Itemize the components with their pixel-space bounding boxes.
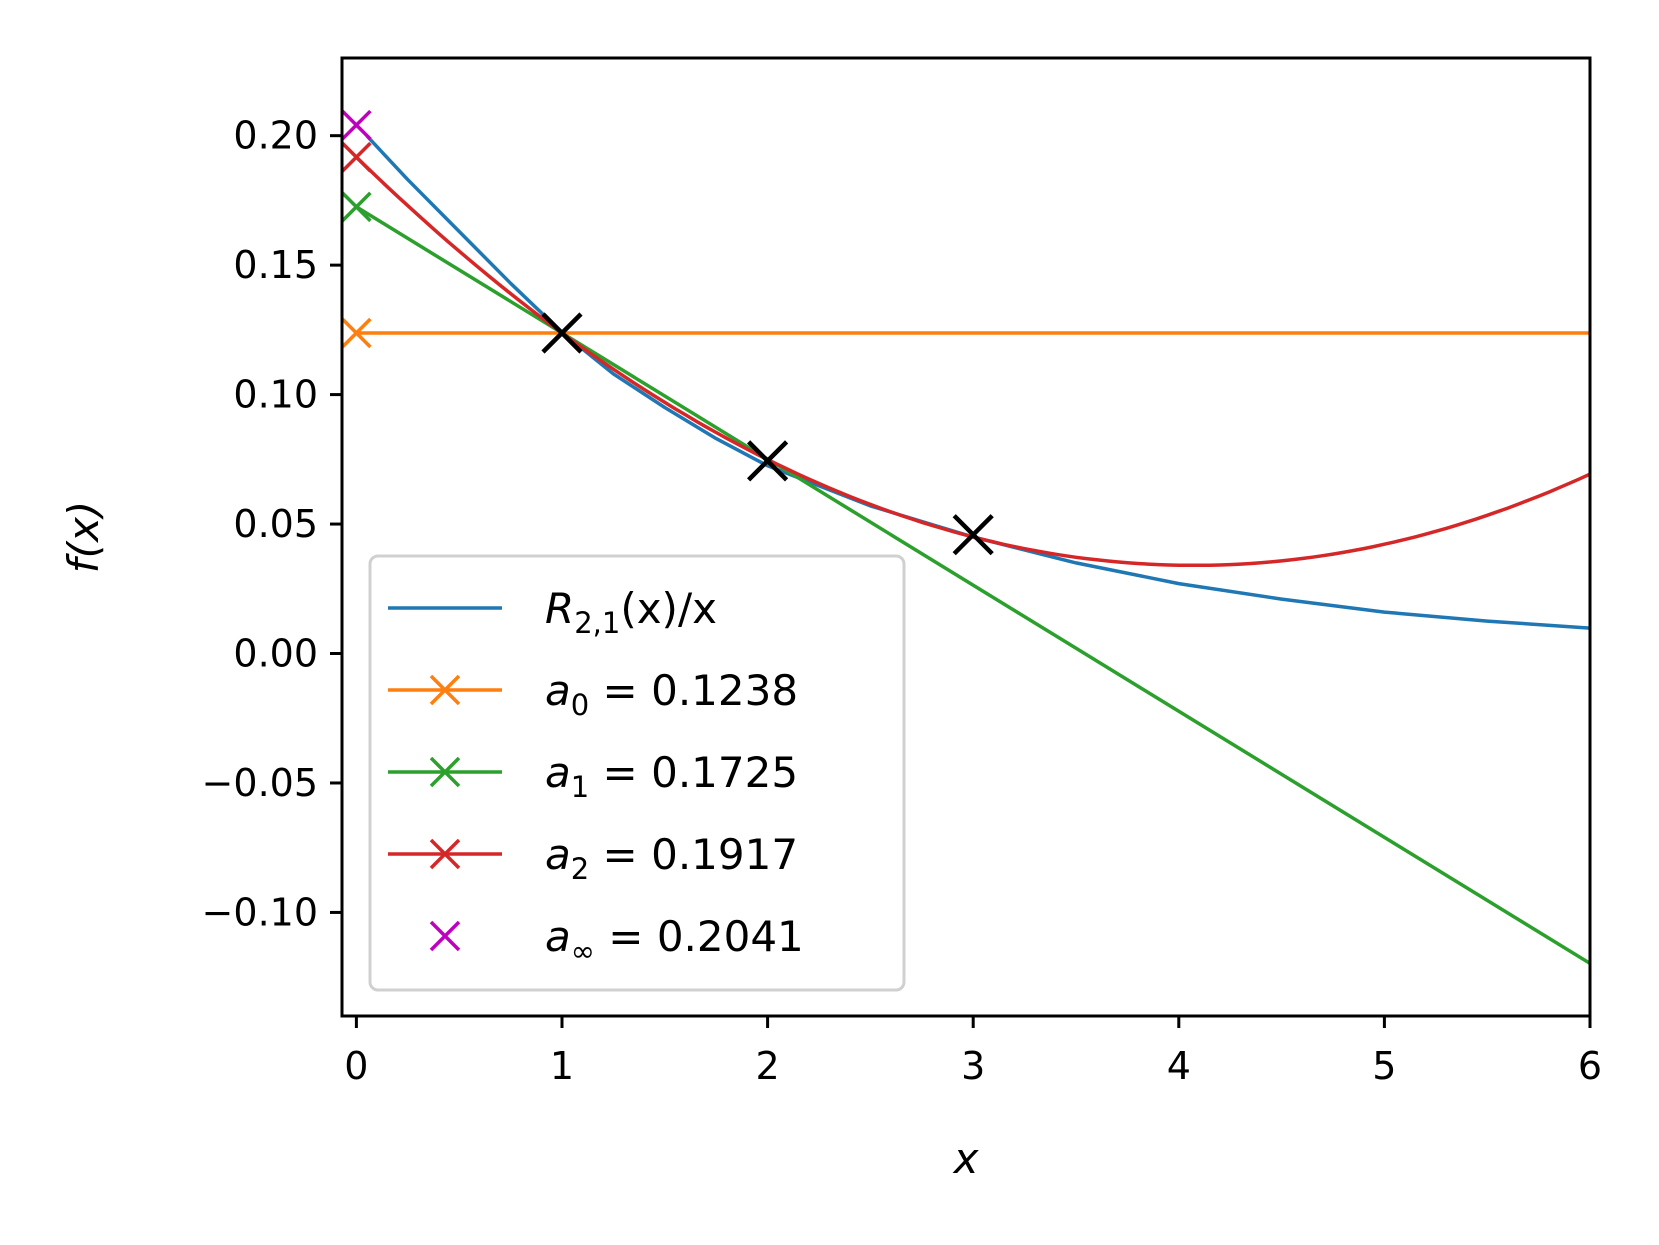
y-axis-label: f(x) xyxy=(59,501,108,573)
legend-marker-4 xyxy=(429,920,461,952)
y-tick-label: 0.10 xyxy=(233,373,318,417)
legend: R2,1(x)/x a0 = 0.1238 a1 = 0.1725 a2 = 0.19… xyxy=(368,554,906,992)
plot-frame xyxy=(340,56,1592,1018)
series-line-0 xyxy=(365,134,1590,630)
x-axis-label: x xyxy=(952,1134,980,1183)
legend-marker-1 xyxy=(429,674,461,706)
sample-point-marker xyxy=(747,440,789,482)
x-tick-label: 3 xyxy=(961,1044,985,1088)
sample-point-marker xyxy=(952,514,994,556)
y-tick-label: 0.00 xyxy=(233,632,318,676)
series-marker-1 xyxy=(341,317,372,349)
series-marker-2 xyxy=(341,191,372,223)
axis-ticks: 0 1 2 3 4 5 6 0.20 0.15 0.10 0.05 0.00 −0.05 −0.10 xyxy=(202,114,1603,1088)
legend-label-1: a0 = 0.1238 xyxy=(545,666,798,722)
legend-label-0: R2,1(x)/x xyxy=(545,584,717,640)
legend-box xyxy=(368,554,906,992)
x-tick-label: 5 xyxy=(1372,1044,1396,1088)
y-tick-label: 0.15 xyxy=(233,243,318,287)
x-tick-label: 6 xyxy=(1578,1044,1602,1088)
legend-label-2: a1 = 0.1725 xyxy=(545,748,798,804)
y-tick-label: 0.20 xyxy=(233,114,318,158)
y-tick-label: −0.10 xyxy=(202,890,318,934)
legend-label-4: a∞ = 0.2041 xyxy=(545,912,804,968)
x-tick-label: 2 xyxy=(756,1044,780,1088)
y-tick-label: −0.05 xyxy=(202,761,318,805)
series-marker-3 xyxy=(341,141,372,173)
sample-point-marker xyxy=(541,312,583,354)
x-tick-label: 0 xyxy=(344,1044,368,1088)
y-tick-label: 0.05 xyxy=(233,502,318,546)
plot-markers xyxy=(341,109,994,556)
x-tick-label: 1 xyxy=(550,1044,574,1088)
series-marker-4 xyxy=(341,109,372,141)
legend-marker-3 xyxy=(429,838,461,870)
legend-label-3: a2 = 0.1917 xyxy=(545,830,798,886)
x-tick-label: 4 xyxy=(1167,1044,1191,1088)
legend-marker-2 xyxy=(429,756,461,788)
